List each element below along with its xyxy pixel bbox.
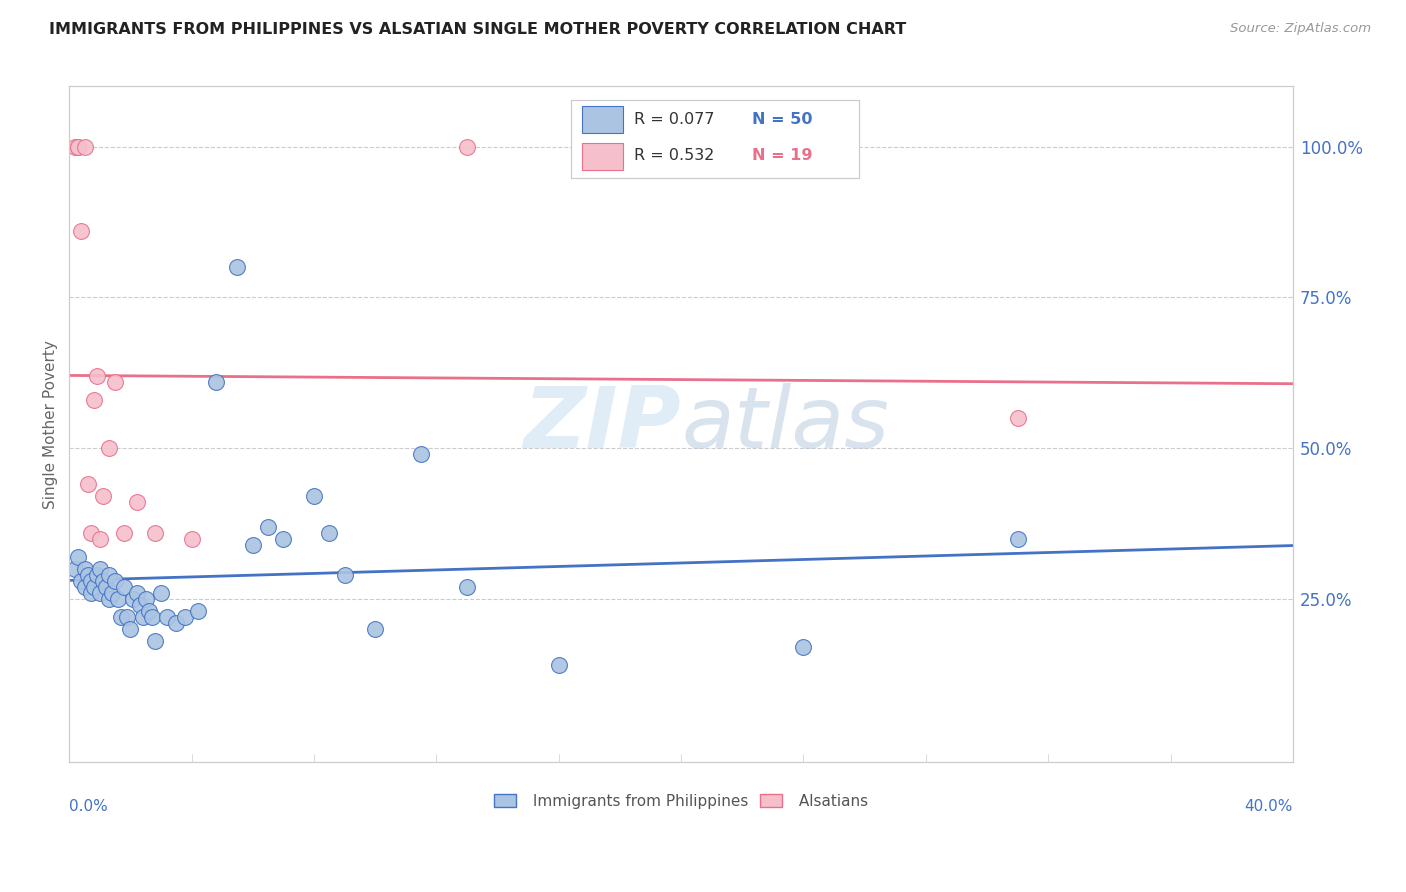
Point: [117, 610, 139, 624]
Point: [79, 574, 101, 588]
Point: [205, 375, 228, 389]
Point: [86, 368, 108, 383]
Point: [73, 562, 96, 576]
Point: [101, 586, 124, 600]
Point: [67, 549, 90, 564]
Point: [165, 616, 187, 631]
Text: Source: ZipAtlas.com: Source: ZipAtlas.com: [1230, 22, 1371, 36]
Point: [364, 622, 387, 636]
Point: [150, 586, 173, 600]
Point: [67, 139, 90, 153]
Point: [1007, 532, 1029, 546]
Point: [318, 525, 340, 540]
Point: [89, 586, 111, 600]
Y-axis label: Single Mother Poverty: Single Mother Poverty: [44, 340, 58, 508]
Point: [91, 490, 114, 504]
Point: [79, 586, 101, 600]
Point: [120, 622, 142, 636]
Text: atlas: atlas: [681, 383, 889, 466]
Point: [98, 591, 121, 606]
Point: [112, 580, 135, 594]
Point: [156, 610, 179, 624]
Point: [174, 610, 197, 624]
Point: [456, 580, 478, 594]
Point: [257, 519, 280, 533]
Point: [187, 604, 209, 618]
Point: [122, 591, 145, 606]
Point: [141, 610, 163, 624]
Point: [83, 580, 105, 594]
Point: [180, 532, 202, 546]
Point: [94, 580, 117, 594]
Point: [792, 640, 814, 655]
Point: [79, 525, 101, 540]
Text: N = 19: N = 19: [752, 148, 813, 163]
Point: [1007, 411, 1029, 425]
Point: [76, 477, 98, 491]
Point: [73, 139, 96, 153]
Point: [143, 634, 166, 648]
Point: [125, 586, 148, 600]
Point: [104, 375, 127, 389]
Point: [107, 591, 129, 606]
Text: R = 0.532: R = 0.532: [634, 148, 714, 163]
Point: [110, 610, 132, 624]
Text: N = 50: N = 50: [752, 112, 813, 128]
Text: R = 0.077: R = 0.077: [634, 112, 714, 128]
Point: [128, 598, 150, 612]
Legend:  Immigrants from Philippines,  Alsatians: Immigrants from Philippines, Alsatians: [488, 788, 875, 815]
Point: [73, 580, 96, 594]
Point: [112, 525, 135, 540]
Text: 0.0%: 0.0%: [69, 799, 108, 814]
Point: [333, 567, 356, 582]
Point: [67, 139, 90, 153]
Point: [91, 574, 114, 588]
Point: [302, 490, 325, 504]
Point: [242, 538, 264, 552]
Point: [125, 495, 148, 509]
Point: [547, 658, 569, 673]
Point: [89, 562, 111, 576]
Point: [226, 260, 249, 275]
Point: [65, 562, 87, 576]
Point: [98, 567, 121, 582]
Point: [76, 567, 98, 582]
Point: [273, 532, 295, 546]
Text: ZIP: ZIP: [523, 383, 681, 466]
Point: [143, 525, 166, 540]
Point: [70, 224, 93, 238]
Text: 40.0%: 40.0%: [1244, 799, 1294, 814]
Point: [135, 591, 157, 606]
Point: [86, 567, 108, 582]
Point: [104, 574, 127, 588]
Bar: [582, 106, 623, 133]
Point: [409, 447, 432, 461]
Point: [138, 604, 160, 618]
Point: [98, 441, 121, 455]
Point: [89, 532, 111, 546]
Point: [456, 139, 478, 153]
Bar: [582, 143, 623, 169]
Point: [83, 392, 105, 407]
Point: [70, 574, 93, 588]
Text: IMMIGRANTS FROM PHILIPPINES VS ALSATIAN SINGLE MOTHER POVERTY CORRELATION CHART: IMMIGRANTS FROM PHILIPPINES VS ALSATIAN …: [49, 22, 907, 37]
Point: [65, 139, 87, 153]
Point: [131, 610, 153, 624]
